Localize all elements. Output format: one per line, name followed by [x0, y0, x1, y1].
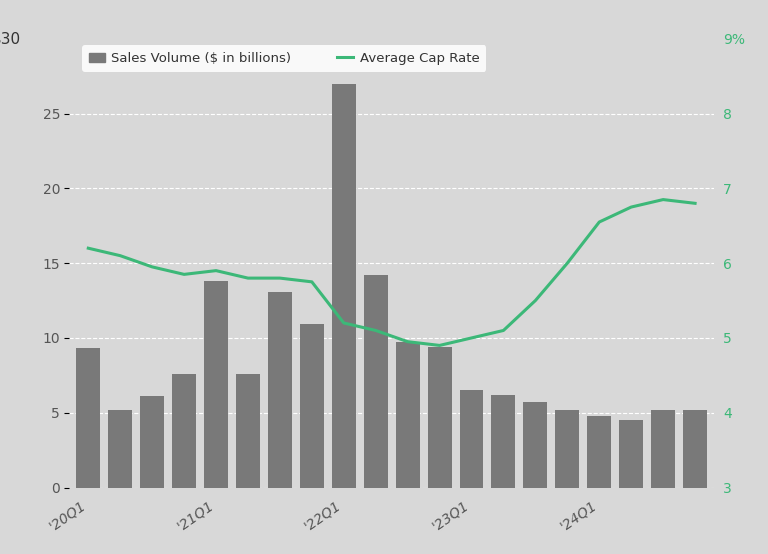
- Legend: Sales Volume ($ in billions), Average Cap Rate: Sales Volume ($ in billions), Average Ca…: [82, 45, 486, 71]
- Bar: [141, 396, 164, 488]
- Bar: [76, 348, 101, 488]
- Bar: [683, 410, 707, 488]
- Bar: [459, 390, 484, 488]
- Bar: [428, 347, 452, 488]
- Bar: [492, 395, 515, 488]
- Bar: [268, 291, 292, 488]
- Bar: [588, 416, 611, 488]
- Bar: [172, 374, 196, 488]
- Text: $30: $30: [0, 31, 21, 47]
- Bar: [300, 325, 324, 488]
- Bar: [204, 281, 228, 488]
- Bar: [651, 410, 675, 488]
- Bar: [364, 275, 388, 488]
- Bar: [555, 410, 579, 488]
- Bar: [619, 420, 643, 488]
- Bar: [524, 402, 548, 488]
- Bar: [108, 410, 132, 488]
- Bar: [236, 374, 260, 488]
- Bar: [396, 342, 419, 488]
- Bar: [332, 84, 356, 488]
